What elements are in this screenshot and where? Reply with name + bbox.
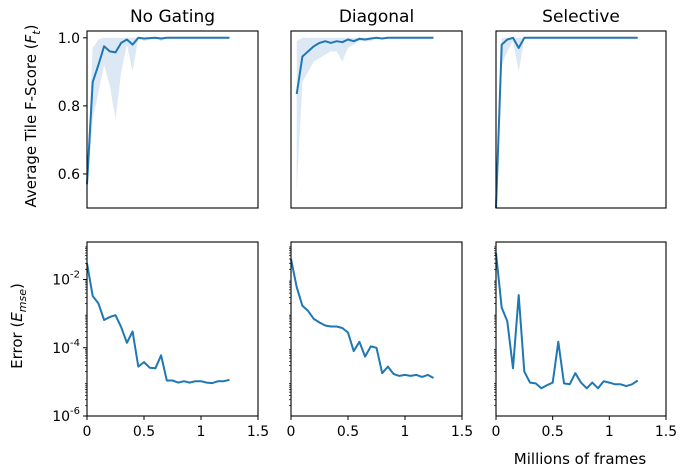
y-axis-label-bottom-close: )	[8, 283, 26, 289]
y-axis-label-top-text: Average Tile F-Score (	[22, 43, 40, 207]
y-tick-label: 10-4	[52, 338, 80, 357]
series-line	[290, 258, 434, 379]
x-tick-label: 1.5	[247, 424, 269, 440]
confidence-band	[87, 37, 230, 195]
axes-frame	[290, 30, 463, 209]
y-axis-label-top: Average Tile F-Score (Ft)	[22, 25, 43, 208]
y-axis-label-top-symbol: F	[22, 34, 40, 43]
x-tick-label: 0	[83, 424, 92, 440]
x-tick-label: 0.5	[542, 424, 564, 440]
y-tick-label: 0.6	[58, 167, 80, 183]
panel-title: No Gating	[130, 7, 215, 27]
x-tick-label: 0	[287, 424, 296, 440]
axes-frame	[86, 241, 259, 417]
y-axis-label-bottom: Error (Emse)	[8, 283, 29, 369]
panel-title: Selective	[542, 7, 620, 27]
x-tick-label: 1.5	[451, 424, 473, 440]
confidence-band	[496, 37, 638, 208]
confidence-band	[296, 37, 434, 191]
y-tick-label: 10-6	[52, 406, 80, 425]
series-line	[295, 36, 434, 95]
series-line	[86, 36, 230, 185]
y-tick-label: 10-2	[52, 270, 80, 289]
x-tick-label: 1	[605, 424, 614, 440]
axes-frame	[86, 30, 259, 209]
series-line	[495, 252, 639, 390]
y-tick-label: 0.8	[58, 99, 80, 115]
panel-4: 10-210-410-60 0.5 1 1.5	[52, 241, 269, 440]
axes-frame	[290, 241, 463, 417]
y-axis-label-bottom-symbol: E	[8, 312, 26, 322]
y-tick-base: 10	[52, 273, 70, 289]
y-tick-base: 10	[52, 409, 70, 425]
x-tick-label: 1	[197, 424, 206, 440]
x-tick-label: 0.5	[337, 424, 359, 440]
y-axis-label-top-close: )	[22, 25, 40, 31]
panel-6: 0 0.5 1 1.5	[492, 241, 677, 440]
y-axis-label-top-subscript: t	[30, 30, 43, 35]
y-tick-exponent: -4	[70, 338, 80, 349]
axes-frame	[495, 241, 667, 417]
x-axis-label: Millions of frames	[514, 450, 647, 468]
panel-3: Selective	[495, 7, 667, 209]
series-line	[495, 36, 638, 209]
y-axis-label-bottom-subscript: mse	[16, 289, 29, 312]
y-axis-label-bottom-text: Error (	[8, 322, 26, 369]
x-tick-label: 1.5	[655, 424, 677, 440]
series-line	[86, 263, 230, 385]
y-tick-base: 10	[52, 341, 70, 357]
panel-5: 0 0.5 1 1.5	[287, 241, 473, 440]
y-tick-exponent: -2	[70, 270, 80, 281]
axes-frame	[495, 30, 667, 209]
x-tick-label: 0	[492, 424, 501, 440]
panel-title: Diagonal	[339, 7, 414, 27]
panel-2: Diagonal	[290, 7, 463, 209]
x-tick-label: 0.5	[133, 424, 155, 440]
y-tick-label: 1.0	[58, 31, 80, 47]
x-tick-label: 1	[401, 424, 410, 440]
y-tick-exponent: -6	[70, 406, 80, 417]
panel-1: No Gating 0.6 0.8 1.0	[58, 7, 259, 209]
